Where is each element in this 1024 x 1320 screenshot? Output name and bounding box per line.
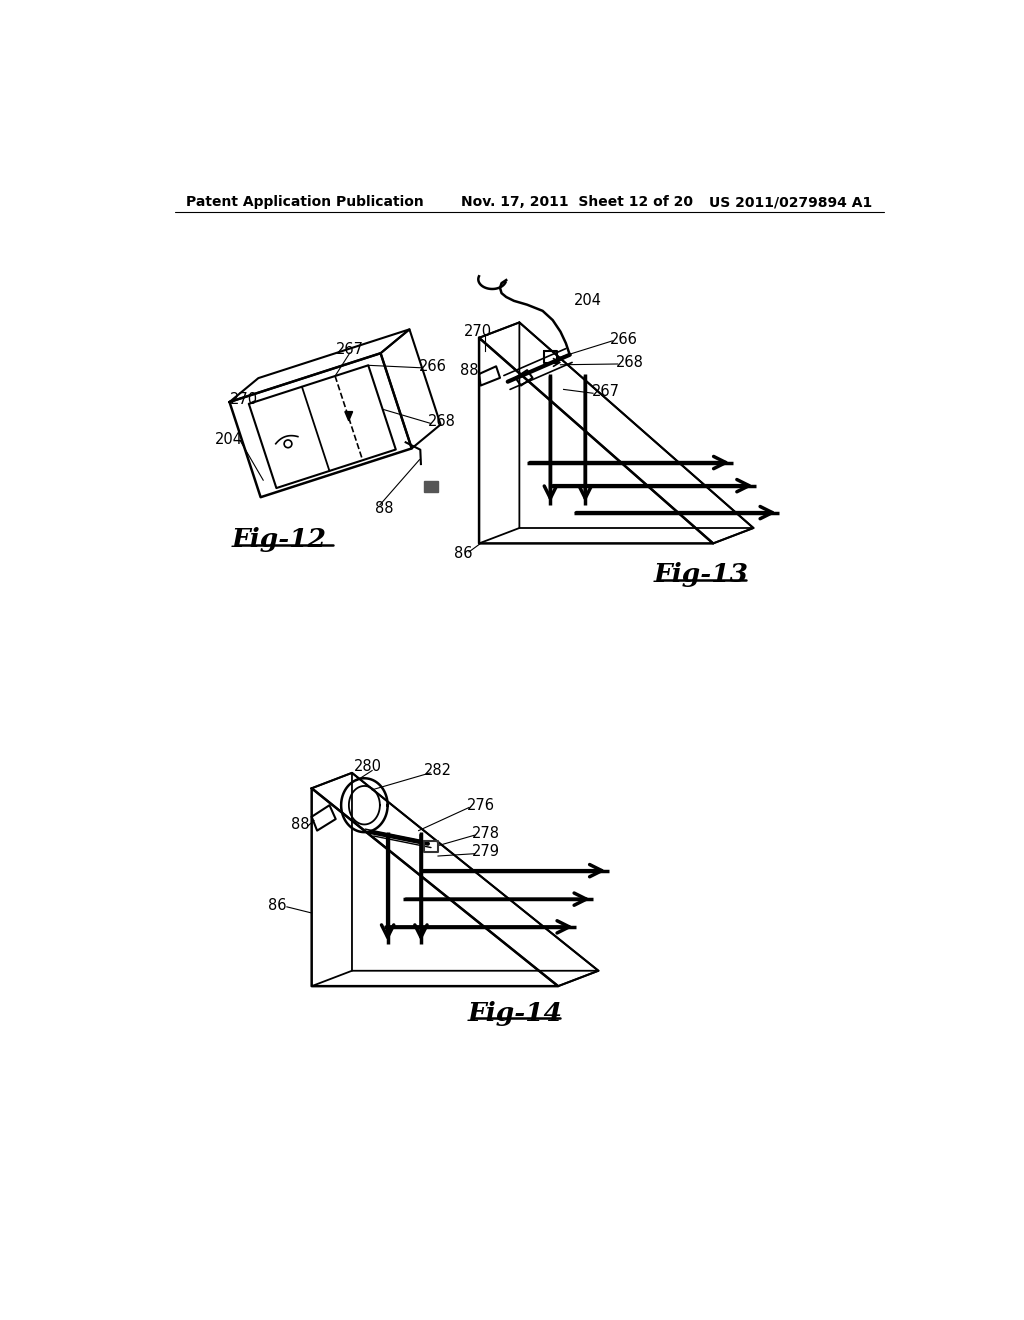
Text: Fig-12: Fig-12	[231, 527, 327, 552]
Text: 88: 88	[291, 817, 309, 832]
Polygon shape	[424, 480, 438, 492]
Text: 279: 279	[472, 843, 500, 859]
Text: 88: 88	[460, 363, 478, 378]
Text: Nov. 17, 2011  Sheet 12 of 20: Nov. 17, 2011 Sheet 12 of 20	[461, 195, 693, 210]
Text: 267: 267	[592, 384, 621, 399]
Text: 278: 278	[472, 826, 500, 841]
Text: 267: 267	[336, 342, 364, 356]
Polygon shape	[345, 412, 352, 421]
Text: 268: 268	[616, 355, 644, 370]
Text: 204: 204	[574, 293, 602, 309]
Text: Patent Application Publication: Patent Application Publication	[186, 195, 424, 210]
Text: 280: 280	[354, 759, 382, 775]
Text: 86: 86	[454, 546, 472, 561]
Text: Fig-14: Fig-14	[468, 1001, 563, 1026]
Text: 86: 86	[268, 898, 287, 913]
Text: 266: 266	[419, 359, 446, 374]
Text: 204: 204	[215, 432, 243, 447]
Text: 88: 88	[375, 502, 393, 516]
Text: 268: 268	[428, 414, 456, 429]
Text: 276: 276	[467, 797, 495, 813]
Text: 266: 266	[610, 331, 638, 347]
Text: 282: 282	[424, 763, 452, 777]
Text: 270: 270	[464, 325, 493, 339]
Text: Fig-13: Fig-13	[654, 562, 749, 586]
Text: US 2011/0279894 A1: US 2011/0279894 A1	[709, 195, 872, 210]
Text: 270: 270	[230, 392, 258, 407]
